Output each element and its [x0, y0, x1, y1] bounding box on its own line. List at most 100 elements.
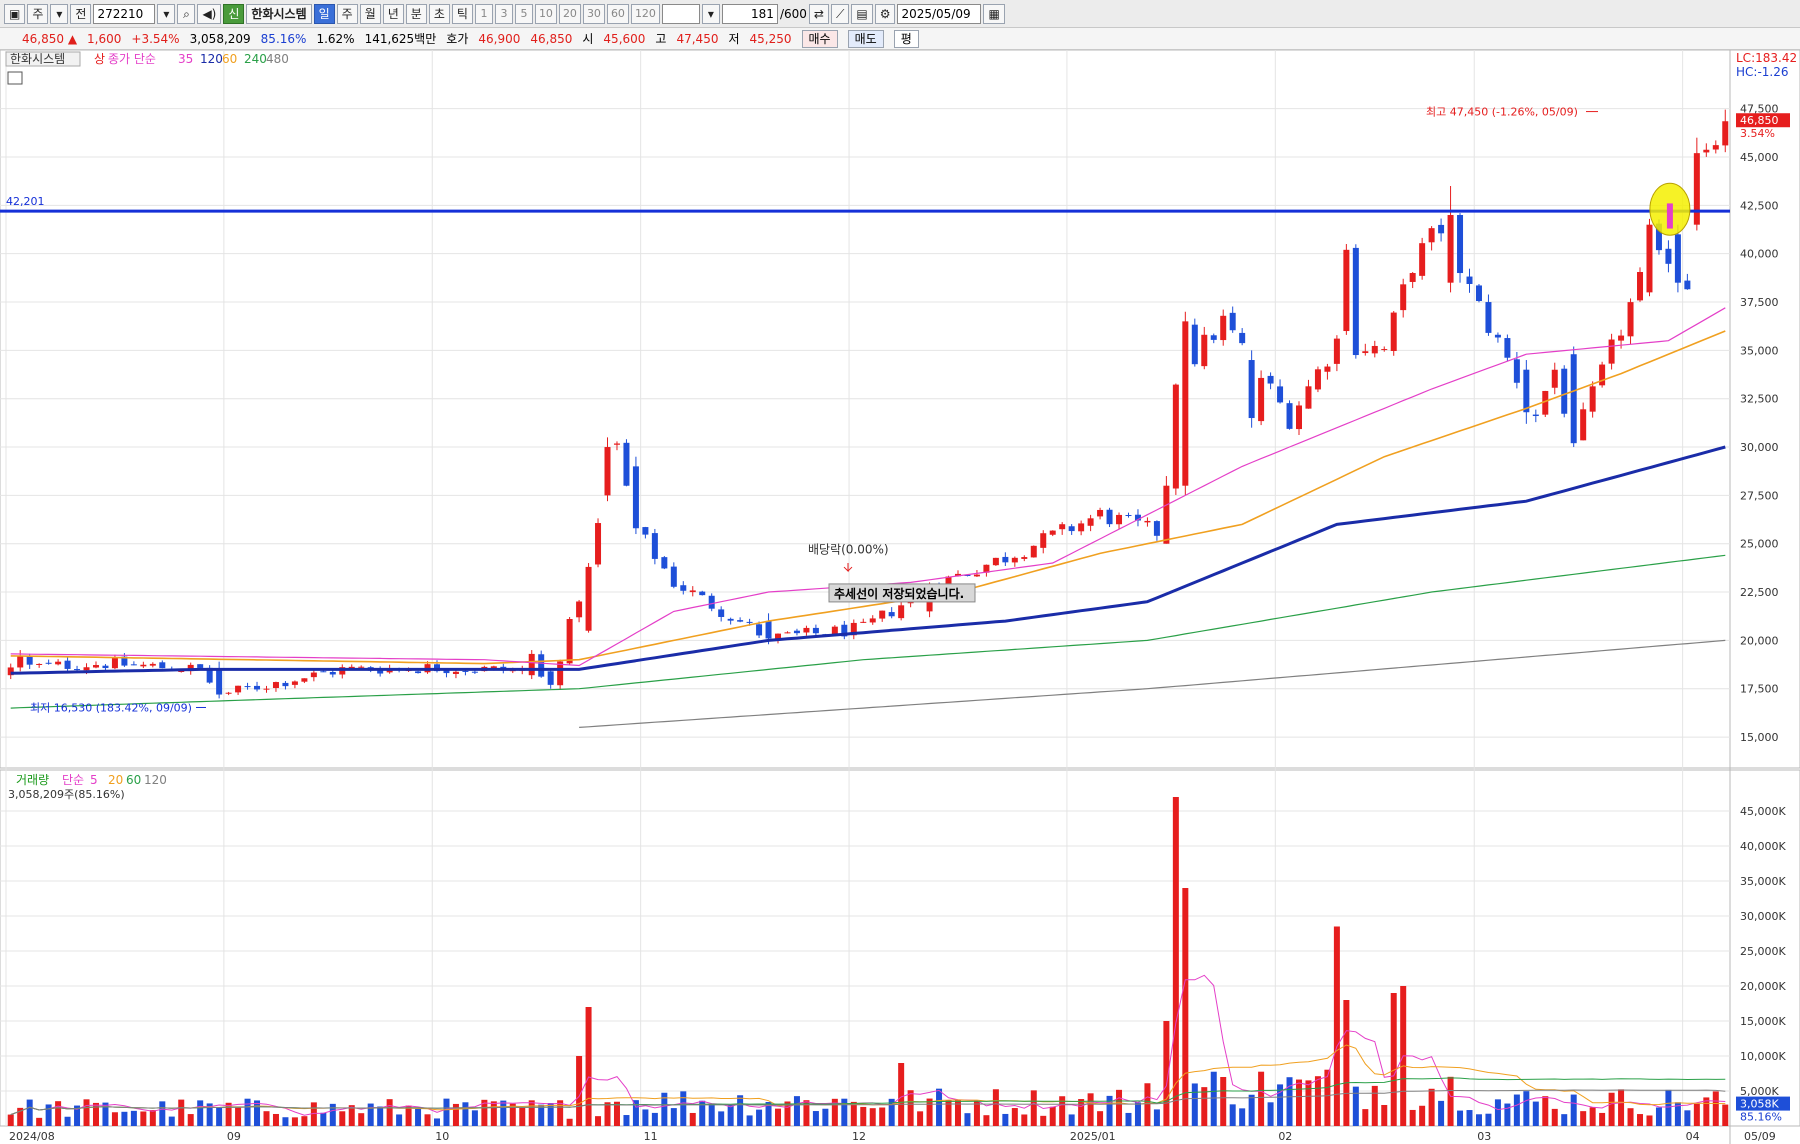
- count-total: /600: [779, 6, 807, 21]
- x-axis-label: 05/09: [1744, 1130, 1776, 1143]
- candle-body: [1712, 145, 1719, 150]
- buy-button[interactable]: 매수: [801, 29, 838, 48]
- volume-bar: [55, 1101, 62, 1126]
- candle-body: [1059, 524, 1066, 530]
- arrows-icon[interactable]: ⇄: [808, 3, 829, 24]
- candle-body: [1078, 523, 1085, 532]
- candle-body: [1229, 312, 1236, 331]
- volume-bar: [348, 1105, 355, 1126]
- date-input[interactable]: 2025/05/09: [897, 3, 982, 24]
- candle-body: [1513, 359, 1520, 383]
- volume-bar: [1333, 926, 1340, 1126]
- candle-body: [765, 621, 772, 639]
- period-dropdown-icon[interactable]: ▾: [50, 3, 69, 24]
- volume-tick-label: 45,000K: [1740, 805, 1786, 818]
- volume-bar: [1513, 1094, 1520, 1126]
- candle-body: [1267, 375, 1274, 384]
- tab-week[interactable]: 주: [336, 3, 358, 24]
- candle-body: [1333, 338, 1340, 364]
- highlight-candle: [1666, 203, 1673, 229]
- price-tick-label: 15,000: [1740, 731, 1779, 744]
- hc-label: HC:-1.26: [1736, 65, 1789, 79]
- x-axis-label: 11: [644, 1130, 658, 1143]
- candle-body: [434, 664, 440, 672]
- chart-menu-icon[interactable]: ▣: [4, 3, 26, 24]
- calendar-icon[interactable]: ▦: [983, 3, 1005, 24]
- code-dropdown-icon[interactable]: ▾: [157, 3, 176, 24]
- volume-bar: [1703, 1097, 1710, 1126]
- candle-body: [1703, 149, 1710, 153]
- volume-bar: [718, 1111, 725, 1126]
- candle-body: [604, 447, 611, 496]
- volume-bar: [1059, 1096, 1066, 1126]
- volume-bar: [1125, 1112, 1132, 1126]
- speaker-icon[interactable]: ◀): [197, 3, 222, 24]
- tick-5[interactable]: 5: [514, 3, 533, 24]
- new-badge-button[interactable]: 신: [223, 3, 245, 24]
- candle-body: [64, 660, 71, 669]
- candle-body: [462, 670, 469, 672]
- tick-30[interactable]: 30: [582, 3, 605, 24]
- candle-body: [282, 682, 289, 687]
- tab-tick[interactable]: 틱: [451, 3, 473, 24]
- tick-10[interactable]: 10: [534, 3, 557, 24]
- volume-bar: [1106, 1095, 1113, 1126]
- volume-bar: [642, 1109, 649, 1126]
- volume-bar: [1314, 1076, 1321, 1126]
- candle-body: [1210, 335, 1217, 340]
- candle-body: [1097, 509, 1104, 517]
- volume-bar: [358, 1113, 365, 1126]
- volume-bar: [519, 1107, 526, 1126]
- volume-bar: [1438, 1100, 1445, 1126]
- code-input[interactable]: 272210: [93, 3, 156, 24]
- volume-bar: [424, 1114, 431, 1126]
- volume-bar: [263, 1111, 270, 1126]
- tab-year[interactable]: 년: [382, 3, 404, 24]
- volume-bar: [92, 1102, 99, 1126]
- tick-1[interactable]: 1: [474, 3, 493, 24]
- candle-body: [1438, 224, 1445, 234]
- candle-body: [1570, 354, 1577, 444]
- tick-120[interactable]: 120: [630, 3, 660, 24]
- tab-minute[interactable]: 분: [405, 3, 427, 24]
- volume-bar: [793, 1096, 800, 1126]
- tick-dropdown-icon[interactable]: ▾: [701, 3, 720, 24]
- sell-button[interactable]: 매도: [847, 29, 884, 48]
- jeon-button[interactable]: 전: [70, 3, 92, 24]
- high-annotation: 최고 47,450 (-1.26%, 05/09): [1426, 106, 1578, 119]
- volume-bar: [850, 1101, 857, 1126]
- period-select[interactable]: 주: [27, 3, 49, 24]
- tab-day[interactable]: 일: [313, 3, 335, 24]
- x-axis-label: 12: [852, 1130, 866, 1143]
- tick-custom-input[interactable]: [661, 3, 700, 24]
- volume-bar: [1134, 1102, 1141, 1126]
- volume-bar: [973, 1100, 980, 1126]
- tab-second[interactable]: 초: [428, 3, 450, 24]
- save-icon[interactable]: ▤: [851, 3, 873, 24]
- gear-icon[interactable]: ⚙: [874, 3, 896, 24]
- tick-3[interactable]: 3: [494, 3, 513, 24]
- volume-legend-period: 120: [144, 773, 167, 787]
- volume-bar: [320, 1112, 327, 1126]
- candle-body: [310, 672, 317, 678]
- tick-60[interactable]: 60: [606, 3, 629, 24]
- line-icon[interactable]: ⟋: [830, 3, 850, 24]
- candle-body: [898, 605, 905, 619]
- candle-body: [699, 591, 706, 596]
- price-tick-label: 47,500: [1740, 103, 1779, 116]
- candle-body: [1068, 526, 1075, 532]
- count-input[interactable]: 181: [721, 3, 778, 24]
- candle-body: [471, 671, 478, 673]
- stock-chart[interactable]: 15,000 17,500 20,000 22,500 25,000 27,500 30,0…: [0, 50, 1800, 1144]
- volume-bar: [879, 1107, 886, 1126]
- last-volume-box: [1736, 1096, 1790, 1111]
- tab-month[interactable]: 월: [359, 3, 381, 24]
- volume-bar: [1220, 1076, 1227, 1126]
- tick-20[interactable]: 20: [558, 3, 581, 24]
- candle-body: [1466, 276, 1473, 284]
- candle-body: [566, 619, 573, 664]
- eval-button[interactable]: 평: [893, 29, 919, 48]
- search-icon[interactable]: ⌕: [177, 3, 196, 24]
- volume-bar: [689, 1112, 696, 1126]
- candle-body: [803, 627, 810, 633]
